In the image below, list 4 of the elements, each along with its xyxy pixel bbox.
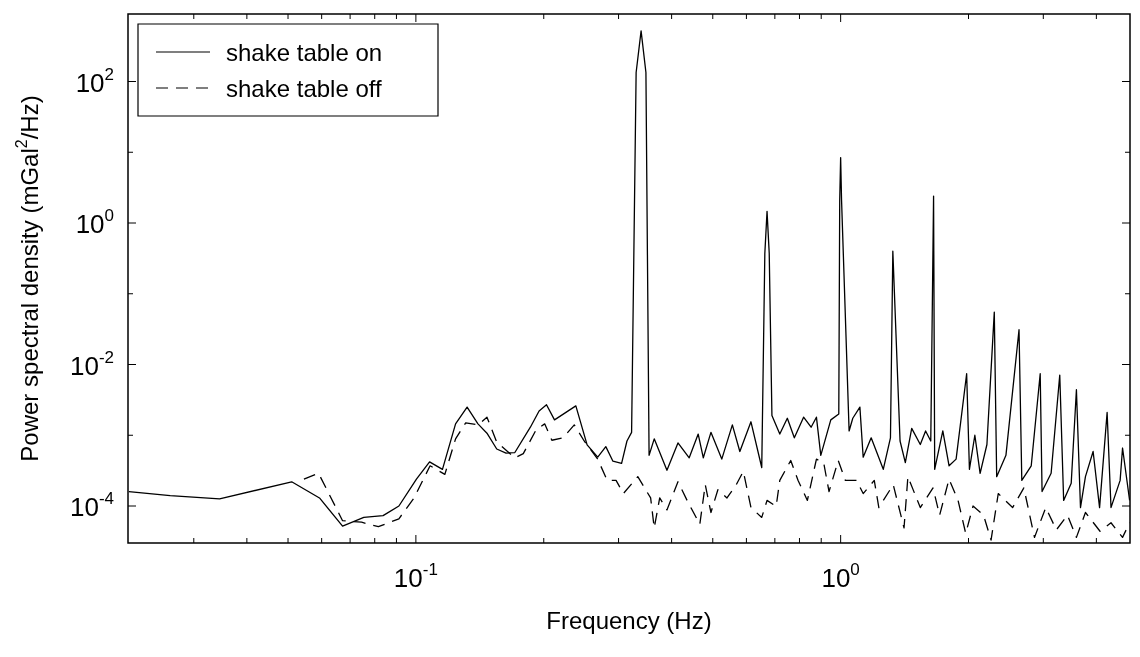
legend-label: shake table off	[226, 75, 382, 102]
x-axis-title: Frequency (Hz)	[546, 607, 712, 634]
y-axis-title: Power spectral density (mGal2/Hz)	[13, 95, 43, 462]
legend-label: shake table on	[226, 39, 383, 66]
